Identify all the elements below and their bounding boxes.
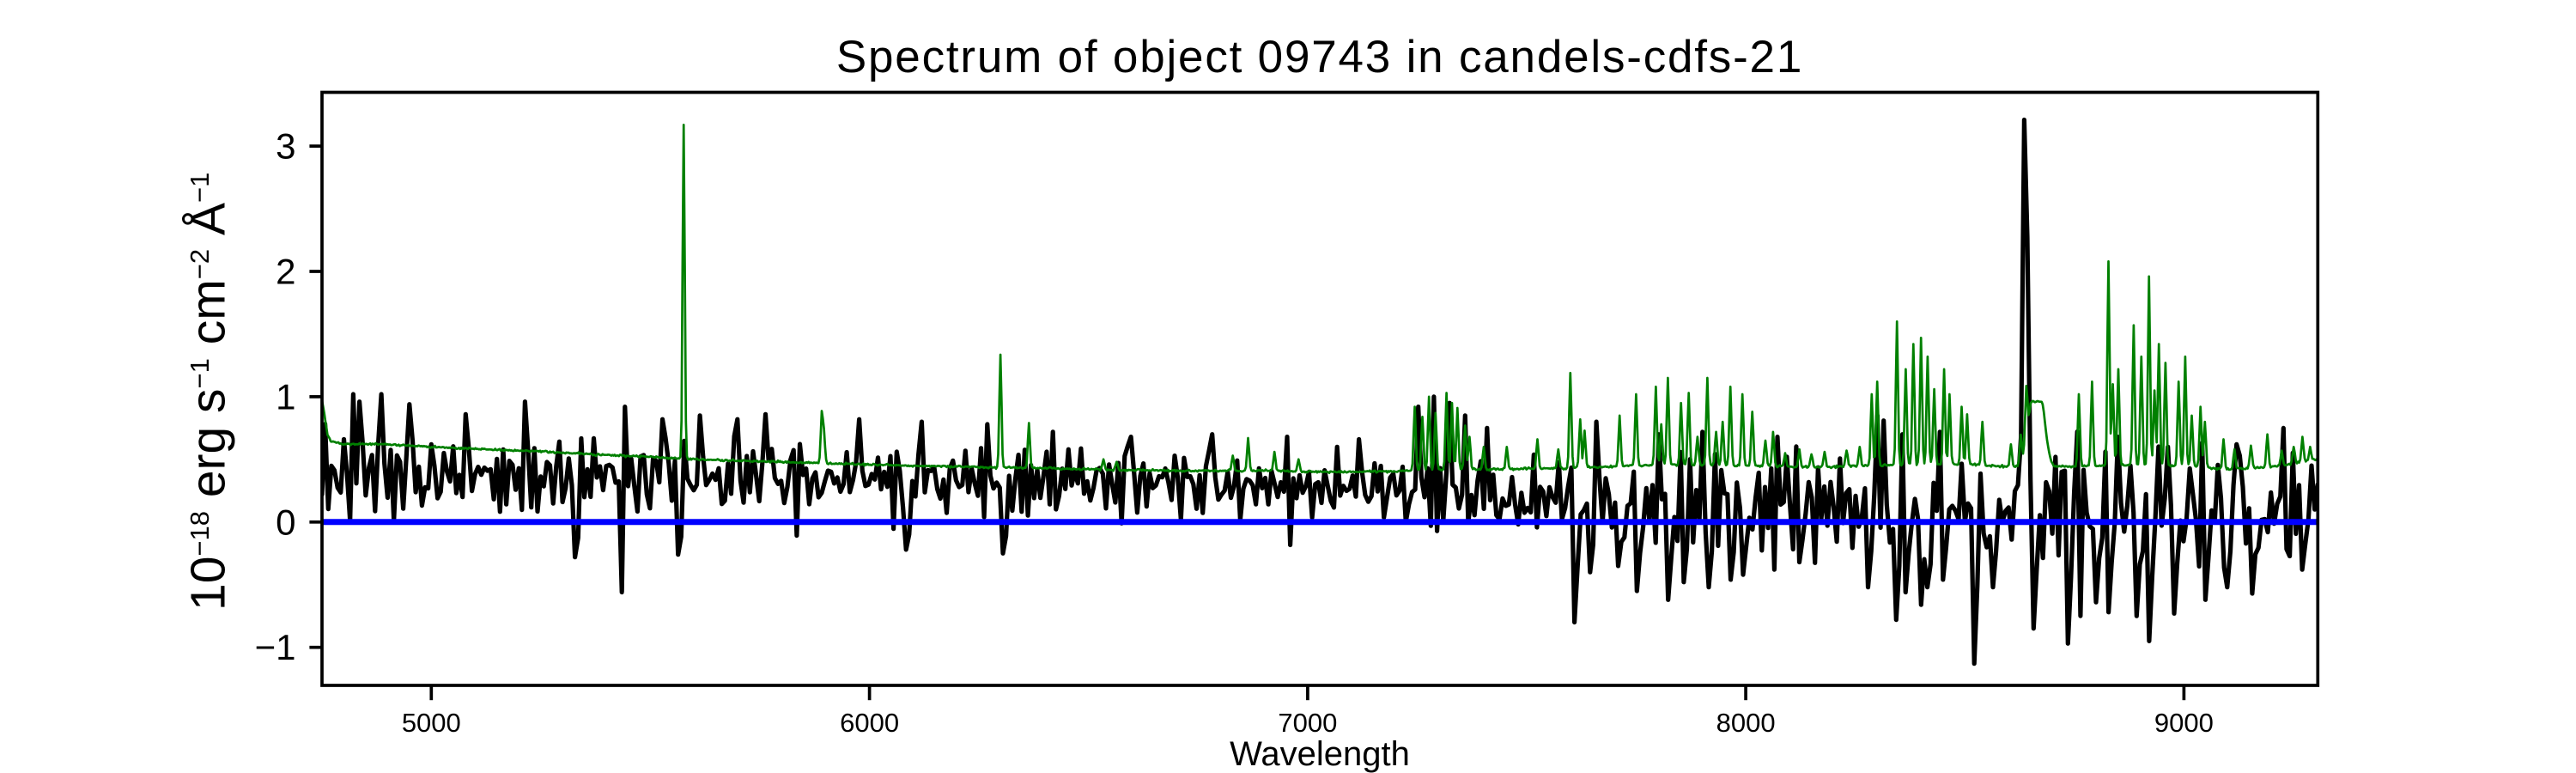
svg-text:8000: 8000 xyxy=(1716,708,1776,738)
svg-text:2: 2 xyxy=(276,252,295,292)
svg-text:10−18 erg s−1 cm−2 Å−1: 10−18 erg s−1 cm−2 Å−1 xyxy=(181,173,236,611)
svg-text:7000: 7000 xyxy=(1278,708,1337,738)
svg-text:Wavelength: Wavelength xyxy=(1230,735,1410,773)
svg-text:9000: 9000 xyxy=(2154,708,2214,738)
svg-text:−1: −1 xyxy=(255,627,296,667)
svg-text:5000: 5000 xyxy=(402,708,461,738)
svg-text:6000: 6000 xyxy=(840,708,899,738)
svg-text:3: 3 xyxy=(276,126,295,167)
svg-text:0: 0 xyxy=(276,502,295,542)
svg-text:Spectrum of object 09743 in ca: Spectrum of object 09743 in candels-cdfs… xyxy=(836,32,1803,82)
svg-text:1: 1 xyxy=(276,376,295,417)
